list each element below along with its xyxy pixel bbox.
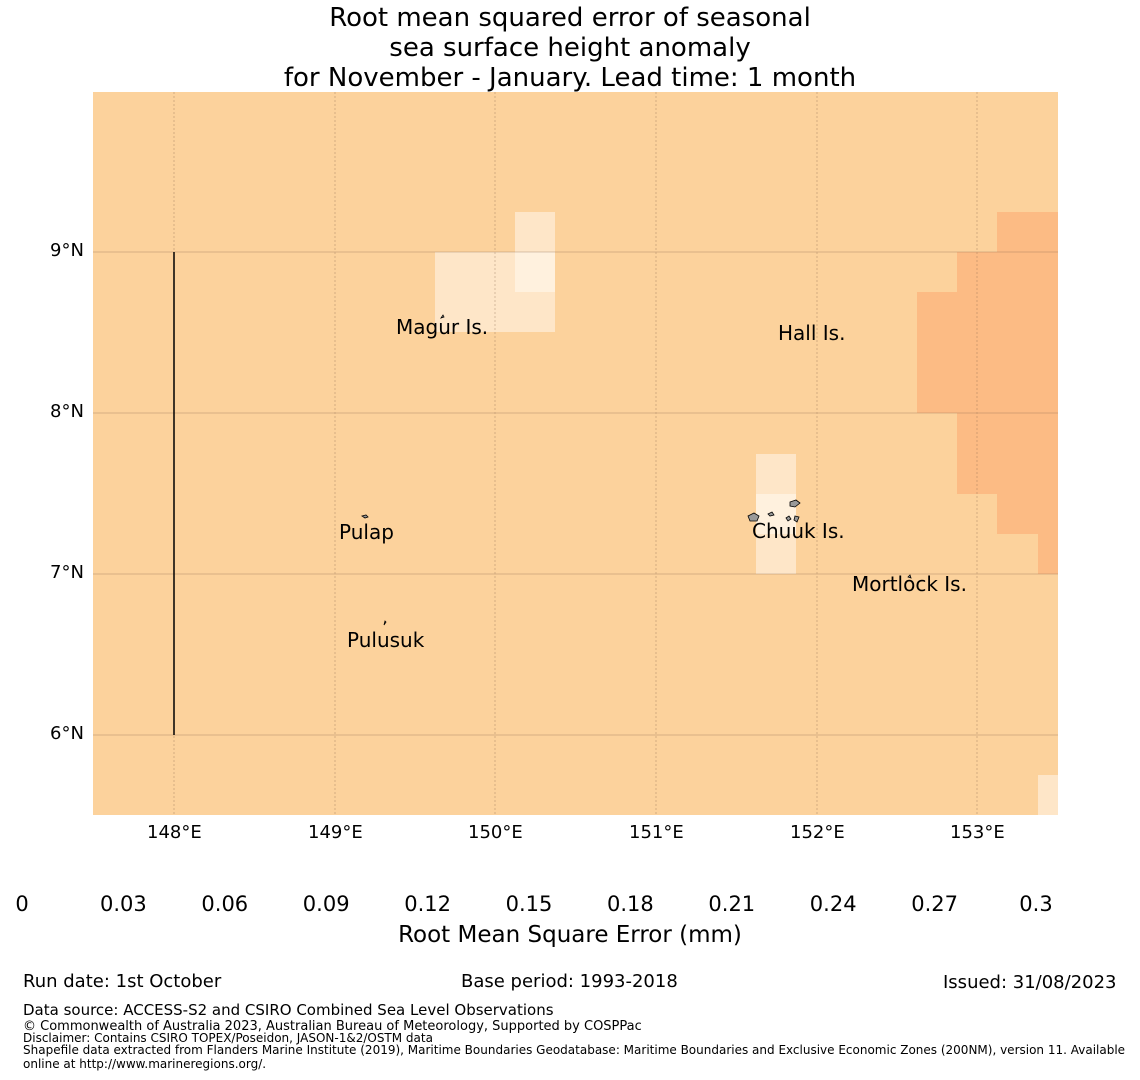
issued-date: Issued: 31/08/2023 xyxy=(943,972,1117,993)
lat-tick-7n: 7°N xyxy=(50,562,84,583)
disclaimer: Disclaimer: Contains CSIRO TOPEX/Poseido… xyxy=(23,1031,433,1045)
island-shape xyxy=(793,515,800,523)
island-shape xyxy=(767,511,775,517)
rmse-cell xyxy=(756,494,796,534)
colorbar-label: Root Mean Square Error (mm) xyxy=(398,922,742,948)
map xyxy=(93,92,1058,815)
lon-tick-150e: 150°E xyxy=(468,822,523,843)
shapefile-line-1: Shapefile data extracted from Flanders M… xyxy=(23,1043,1126,1057)
shapefile-line-2: online at http://www.marineregions.org/. xyxy=(23,1057,267,1071)
copyright: © Commonwealth of Australia 2023, Austra… xyxy=(23,1019,642,1034)
lat-tick-9n: 9°N xyxy=(50,240,84,261)
place-label-pulap: Pulap xyxy=(339,520,394,544)
lon-tick-151e: 151°E xyxy=(629,822,684,843)
colorbar-tick-label: 0.18 xyxy=(607,892,654,916)
colorbar-tick-label: 0.12 xyxy=(404,892,451,916)
run-date: Run date: 1st October xyxy=(23,971,222,992)
title-line-2: sea surface height anomaly xyxy=(389,33,751,63)
colorbar-tick-label: 0.03 xyxy=(100,892,147,916)
rmse-cell xyxy=(515,252,555,292)
lat-tick-8n: 8°N xyxy=(50,401,84,422)
data-source: Data source: ACCESS-S2 and CSIRO Combine… xyxy=(23,1001,554,1019)
lon-tick-149e: 149°E xyxy=(308,822,363,843)
island-shape xyxy=(361,514,369,519)
base-period: Base period: 1993-2018 xyxy=(461,971,678,992)
lat-tick-6n: 6°N xyxy=(50,723,84,744)
title-line-3: for November - January. Lead time: 1 mon… xyxy=(283,63,857,93)
island-shape xyxy=(440,314,445,319)
island-shape xyxy=(785,515,792,522)
islands xyxy=(361,314,912,626)
place-label-pulusuk: Pulusuk xyxy=(347,628,425,652)
rmse-cell xyxy=(515,212,555,252)
colorbar-tick-label: 0 xyxy=(15,892,29,916)
rmse-cell xyxy=(1038,775,1058,815)
place-label-mortlock: Mortlock Is. xyxy=(852,572,967,596)
colorbar-tick-label: 0.24 xyxy=(809,892,857,916)
island-shape xyxy=(383,620,387,626)
rmse-cell xyxy=(756,454,796,494)
island-shape xyxy=(907,574,912,579)
title-line-1: Root mean squared error of seasonal xyxy=(329,3,811,33)
rmse-region-high xyxy=(917,212,1058,574)
colorbar-tick-label: 0.15 xyxy=(505,892,553,916)
colorbar-tick-label: 0.27 xyxy=(911,892,958,916)
colorbar-tick-label: 0.21 xyxy=(708,892,756,916)
colorbar-tick-label: 0.3 xyxy=(1019,892,1053,916)
map-background xyxy=(93,92,1058,815)
lon-tick-152e: 152°E xyxy=(790,822,845,843)
lon-tick-148e: 148°E xyxy=(147,822,202,843)
colorbar-tick-label: 0.06 xyxy=(201,892,249,916)
island-shape xyxy=(747,512,760,522)
colorbar-tick-label: 0.09 xyxy=(302,892,350,916)
lon-tick-153e: 153°E xyxy=(950,822,1005,843)
place-label-chuuk: Chuuk Is. xyxy=(752,519,845,543)
island-shape xyxy=(789,499,801,508)
rmse-cell xyxy=(756,534,796,574)
place-label-hall: Hall Is. xyxy=(778,321,846,345)
place-label-magur: Magur Is. xyxy=(396,315,489,339)
